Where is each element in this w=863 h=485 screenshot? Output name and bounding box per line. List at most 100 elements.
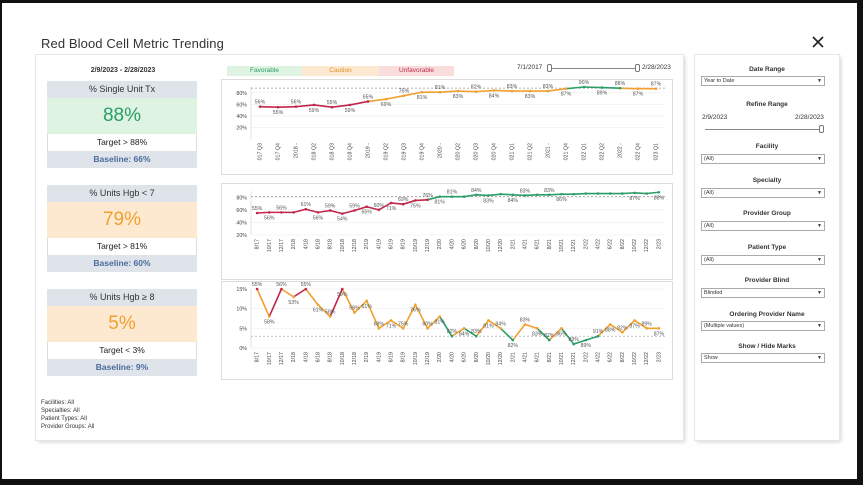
data-point[interactable] (546, 89, 550, 93)
data-point[interactable] (636, 87, 640, 91)
data-point[interactable] (280, 211, 283, 214)
data-point[interactable] (572, 342, 575, 346)
data-point[interactable] (341, 212, 344, 215)
data-point[interactable] (353, 311, 356, 314)
data-point[interactable] (366, 100, 370, 103)
patient-type-select[interactable]: (All) ▼ (701, 255, 825, 265)
data-point[interactable] (389, 319, 393, 322)
data-point[interactable] (304, 287, 308, 291)
data-point[interactable] (353, 209, 356, 212)
data-point[interactable] (596, 192, 600, 195)
data-point[interactable] (608, 192, 612, 195)
data-point[interactable] (438, 90, 442, 94)
close-icon[interactable] (808, 32, 828, 52)
data-point[interactable] (401, 202, 405, 206)
data-point[interactable] (564, 87, 568, 91)
data-point[interactable] (316, 211, 320, 214)
data-point[interactable] (621, 192, 624, 195)
data-point[interactable] (548, 338, 551, 342)
data-point[interactable] (548, 193, 551, 197)
data-point[interactable] (267, 315, 271, 318)
facility-select[interactable]: (All) ▼ (701, 154, 825, 164)
data-point[interactable] (312, 103, 316, 107)
data-point[interactable] (414, 303, 417, 307)
data-point[interactable] (462, 195, 466, 198)
data-point[interactable] (450, 334, 454, 338)
data-point[interactable] (292, 211, 295, 214)
data-point[interactable] (600, 86, 604, 89)
data-point[interactable] (499, 192, 502, 196)
data-point[interactable] (276, 105, 280, 109)
data-point[interactable] (511, 338, 515, 342)
data-point[interactable] (328, 315, 332, 318)
data-point[interactable] (474, 90, 478, 93)
data-point[interactable] (596, 334, 600, 338)
data-point[interactable] (328, 209, 332, 212)
data-point[interactable] (582, 85, 586, 89)
data-point[interactable] (633, 319, 636, 322)
data-point[interactable] (255, 211, 259, 215)
data-point[interactable] (280, 287, 283, 291)
data-point[interactable] (414, 199, 417, 202)
data-point[interactable] (523, 194, 527, 197)
ordering-provider-select[interactable]: (Multiple values) ▼ (701, 321, 825, 331)
data-point[interactable] (365, 299, 368, 303)
data-point[interactable] (348, 103, 352, 107)
data-point[interactable] (560, 327, 563, 330)
data-point[interactable] (402, 94, 406, 97)
data-point[interactable] (657, 327, 661, 330)
data-point[interactable] (389, 201, 393, 205)
data-point[interactable] (330, 105, 334, 109)
data-point[interactable] (258, 105, 262, 108)
top-range-handle-start[interactable] (547, 64, 552, 72)
data-point[interactable] (294, 105, 298, 108)
date-range-select[interactable]: Year to Date ▼ (701, 76, 825, 86)
data-point[interactable] (365, 205, 368, 209)
data-point[interactable] (426, 327, 429, 330)
data-point[interactable] (645, 192, 649, 195)
data-point[interactable] (316, 303, 320, 307)
data-point[interactable] (438, 315, 442, 318)
data-point[interactable] (462, 327, 466, 330)
data-point[interactable] (528, 89, 532, 93)
data-point[interactable] (267, 211, 271, 214)
data-point[interactable] (523, 323, 527, 326)
data-point[interactable] (341, 287, 344, 291)
data-point[interactable] (584, 338, 588, 342)
provider-group-select[interactable]: (All) ▼ (701, 221, 825, 231)
data-point[interactable] (420, 90, 424, 94)
data-point[interactable] (487, 319, 490, 322)
data-point[interactable] (377, 208, 381, 212)
data-point[interactable] (535, 327, 539, 330)
data-point[interactable] (474, 193, 478, 197)
data-point[interactable] (456, 89, 460, 93)
data-point[interactable] (474, 334, 478, 338)
data-point[interactable] (645, 327, 649, 330)
data-point[interactable] (657, 190, 661, 194)
refine-range-handle[interactable] (819, 125, 824, 133)
data-point[interactable] (618, 86, 622, 90)
data-point[interactable] (510, 89, 514, 93)
data-point[interactable] (377, 327, 381, 330)
data-point[interactable] (426, 198, 429, 202)
provider-blind-select[interactable]: Blinded ▼ (701, 288, 825, 298)
data-point[interactable] (492, 89, 496, 92)
data-point[interactable] (535, 193, 539, 197)
data-point[interactable] (292, 295, 295, 299)
specialty-select[interactable]: (All) ▼ (701, 188, 825, 198)
data-point[interactable] (255, 287, 259, 291)
data-point[interactable] (633, 191, 636, 195)
data-point[interactable] (608, 323, 612, 326)
data-point[interactable] (438, 195, 442, 198)
data-point[interactable] (511, 193, 515, 197)
data-point[interactable] (304, 207, 308, 211)
data-point[interactable] (384, 97, 388, 101)
data-point[interactable] (584, 192, 588, 195)
data-point[interactable] (560, 192, 563, 196)
data-point[interactable] (654, 87, 658, 91)
show-hide-select[interactable]: Show ▼ (701, 353, 825, 363)
data-point[interactable] (572, 192, 575, 196)
data-point[interactable] (450, 195, 454, 198)
data-point[interactable] (401, 327, 405, 330)
data-point[interactable] (621, 330, 624, 334)
